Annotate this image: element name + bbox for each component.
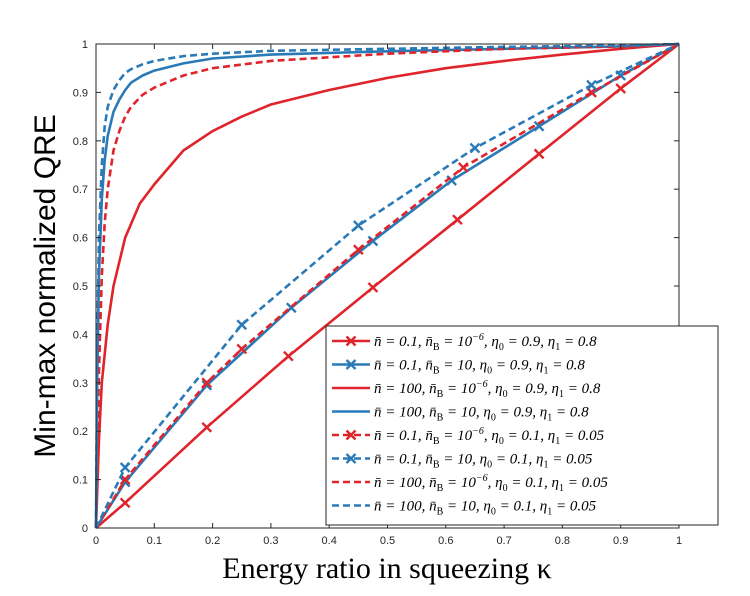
data-point-marker: [201, 421, 213, 433]
y-tick-label: 0.6: [73, 233, 88, 245]
y-tick-label: 0.2: [73, 426, 88, 438]
legend-label: n̄ = 0.1, n̄B = 10−6, η0 = 0.9, η1 = 0.8: [374, 332, 597, 353]
legend-label: n̄ = 100, n̄B = 10, η0 = 0.9, η1 = 0.8: [374, 405, 589, 424]
series-4: [94, 42, 680, 529]
legend-label: n̄ = 100, n̄B = 10, η0 = 0.1, η1 = 0.05: [374, 499, 597, 518]
y-tick-label: 0.5: [73, 281, 88, 293]
series-3: [94, 42, 680, 529]
y-tick-label: 0.7: [73, 184, 88, 196]
data-point-marker: [119, 462, 131, 473]
legend-item-3: n̄ = 100, n̄B = 10−6, η0 = 0.9, η1 = 0.8: [332, 379, 601, 400]
data-point-marker: [367, 235, 379, 247]
legend-item-6: n̄ = 0.1, n̄B = 10, η0 = 0.1, η1 = 0.05: [332, 452, 593, 471]
x-axis-label: Energy ratio in squeezing κ: [222, 552, 551, 585]
x-tick-label: 0.7: [496, 535, 511, 547]
y-tick-label: 0.8: [73, 136, 88, 148]
x-tick-label: 0: [93, 535, 99, 547]
y-tick-label: 0.3: [73, 378, 88, 390]
legend-label: n̄ = 100, n̄B = 10−6, η0 = 0.1, η1 = 0.0…: [374, 473, 608, 494]
series-line-8: [94, 42, 680, 529]
y-tick-label: 0.4: [73, 329, 88, 341]
x-tick-label: 0.6: [438, 535, 453, 547]
data-point-marker: [452, 214, 463, 226]
y-tick-label: 0.1: [73, 475, 88, 487]
legend-item-4: n̄ = 100, n̄B = 10, η0 = 0.9, η1 = 0.8: [332, 405, 589, 424]
series-line-7: [94, 42, 680, 529]
y-tick-label: 0.9: [73, 87, 88, 99]
series-line-4: [94, 42, 680, 529]
data-point-marker: [615, 83, 627, 94]
x-tick-label: 0.9: [613, 535, 628, 547]
legend-label: n̄ = 0.1, n̄B = 10−6, η0 = 0.1, η1 = 0.0…: [374, 426, 605, 447]
legend-label: n̄ = 0.1, n̄B = 10, η0 = 0.9, η1 = 0.8: [374, 358, 585, 377]
data-point-marker: [533, 148, 545, 160]
legend-item-2: n̄ = 0.1, n̄B = 10, η0 = 0.9, η1 = 0.8: [332, 358, 585, 377]
x-tick-label: 0.4: [322, 535, 337, 547]
x-tick-label: 0.8: [555, 535, 570, 547]
data-point-marker: [533, 120, 545, 132]
data-point-marker: [469, 142, 481, 154]
legend-item-7: n̄ = 100, n̄B = 10−6, η0 = 0.1, η1 = 0.0…: [332, 473, 608, 494]
series-layer: [94, 42, 680, 529]
x-tick-label: 0.1: [147, 535, 162, 547]
x-tick-label: 0.3: [263, 535, 278, 547]
x-tick-label: 1: [676, 535, 682, 547]
data-point-marker: [283, 350, 294, 362]
data-point-marker: [236, 319, 248, 331]
data-point-marker: [367, 282, 379, 293]
x-tick-label: 0.2: [205, 535, 220, 547]
x-tick-label: 0.5: [380, 535, 395, 547]
legend-label: n̄ = 0.1, n̄B = 10, η0 = 0.1, η1 = 0.05: [374, 452, 593, 471]
legend-item-5: n̄ = 0.1, n̄B = 10−6, η0 = 0.1, η1 = 0.0…: [332, 426, 605, 447]
legend: n̄ = 0.1, n̄B = 10−6, η0 = 0.9, η1 = 0.8…: [325, 325, 719, 526]
series-5: [94, 42, 680, 529]
series-7: [94, 42, 680, 529]
series-6: [94, 42, 680, 529]
y-tick-label: 0: [82, 523, 88, 535]
data-point-marker: [586, 79, 597, 91]
legend-label: n̄ = 100, n̄B = 10−6, η0 = 0.9, η1 = 0.8: [374, 379, 601, 400]
y-axis-label: Min-max normalized QRE: [29, 114, 62, 457]
series-line-3: [94, 42, 680, 529]
axes-layer: 0 0.1 0.2 0.3 0.4 0.5 0.6 0.7 0.8 0.9 1 0 0.1 0.2 0.3 0…: [73, 39, 682, 547]
legend-box: [325, 325, 719, 526]
data-point-marker: [119, 497, 131, 509]
data-point-marker: [353, 244, 364, 256]
data-point-marker: [236, 343, 248, 355]
data-point-marker: [353, 220, 364, 231]
series-1: [95, 42, 680, 529]
y-tick-label: 1: [82, 39, 88, 51]
data-point-marker: [201, 377, 213, 389]
data-point-marker: [457, 162, 469, 173]
series-8: [94, 42, 680, 529]
legend-item-8: n̄ = 100, n̄B = 10, η0 = 0.1, η1 = 0.05: [332, 499, 597, 518]
series-line-5: [94, 42, 680, 529]
legend-item-1: n̄ = 0.1, n̄B = 10−6, η0 = 0.9, η1 = 0.8: [332, 332, 597, 353]
